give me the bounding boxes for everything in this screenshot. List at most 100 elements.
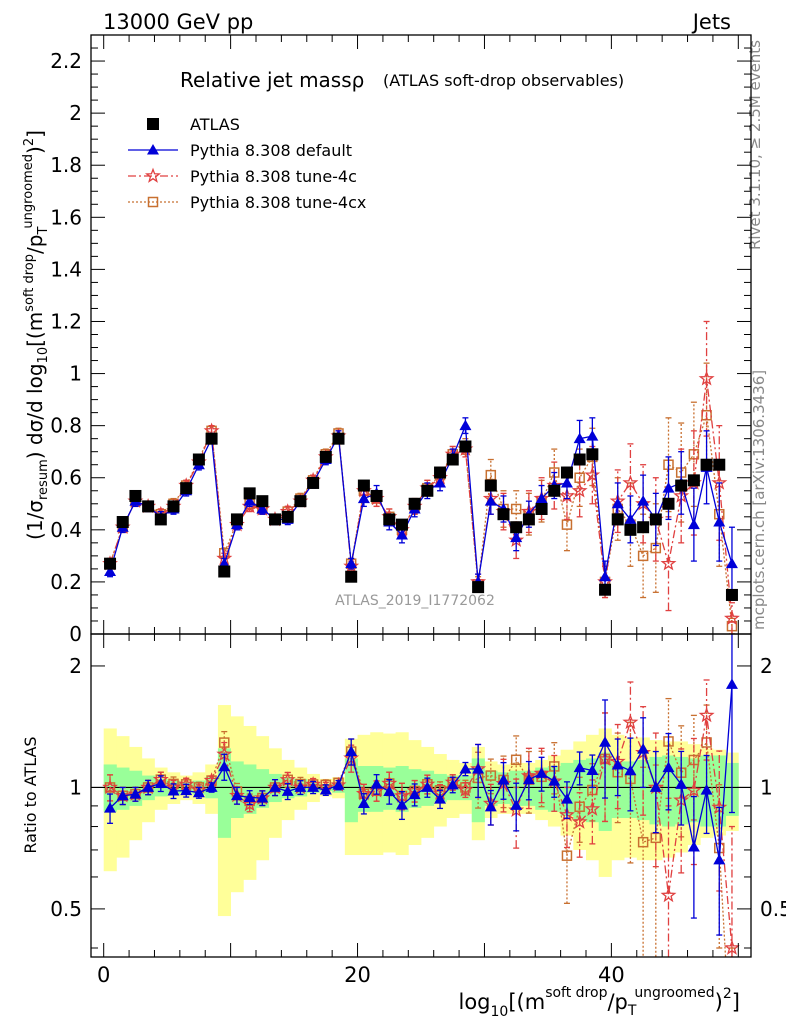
data-point <box>586 448 599 461</box>
data-point <box>713 458 726 471</box>
data-point <box>510 531 523 543</box>
data-point <box>662 497 675 510</box>
data-point <box>205 432 218 445</box>
data-point <box>472 581 485 594</box>
ratio-point <box>230 789 243 801</box>
data-point <box>345 557 358 569</box>
ratio-point <box>294 781 307 792</box>
ratio-point <box>724 939 740 955</box>
ratio-point <box>637 743 650 754</box>
ratio-point <box>573 761 586 773</box>
data-point <box>725 588 738 601</box>
ratio-point <box>560 793 573 804</box>
data-point <box>698 370 715 386</box>
ratio-point <box>622 713 639 730</box>
ratio-point <box>472 762 485 774</box>
ratio-y-tick-label-right: 1 <box>760 775 773 799</box>
y-tick-label: 0.2 <box>50 570 82 594</box>
data-point <box>599 570 612 582</box>
x-axis-label: log10[(msoft drop/pTungroomed)2] <box>459 985 741 1020</box>
data-point <box>624 523 637 536</box>
ratio-point <box>662 761 675 773</box>
data-point <box>243 487 256 500</box>
ratio-point <box>357 797 370 809</box>
ratio-point <box>571 813 588 829</box>
ratio-point <box>687 840 700 852</box>
data-point <box>484 479 497 492</box>
header-process: 13000 GeV pp <box>103 10 253 34</box>
legend-label: Pythia 8.308 default <box>190 141 352 160</box>
data-point <box>687 518 700 530</box>
data-point <box>560 466 573 479</box>
ratio-point <box>383 785 396 796</box>
data-point <box>307 476 320 489</box>
ratio-point <box>457 781 474 797</box>
ratio-point <box>535 767 548 778</box>
data-point <box>622 474 639 490</box>
data-point <box>624 513 637 524</box>
ratio-point <box>637 836 649 848</box>
ratio-point <box>446 778 459 790</box>
data-point <box>510 503 522 515</box>
legend-marker <box>147 144 159 155</box>
data-point <box>522 513 535 526</box>
data-point <box>395 529 408 540</box>
ratio-point <box>434 793 447 804</box>
data-point <box>408 497 421 510</box>
legend-label: Pythia 8.308 tune-4c <box>190 167 357 186</box>
data-point <box>510 521 523 534</box>
ratio-point <box>142 781 155 792</box>
chart-title: Relative jet massρ <box>180 68 364 92</box>
ratio-y-tick-label-right: 2 <box>760 654 773 678</box>
ratio-point <box>586 764 599 775</box>
y-tick-label: 2 <box>69 101 82 125</box>
data-point <box>459 440 472 453</box>
data-point <box>662 482 675 493</box>
data-point <box>167 500 180 513</box>
data-point <box>599 583 612 596</box>
x-tick-label: 40 <box>598 963 625 987</box>
ratio-point <box>713 853 726 865</box>
data-point <box>560 476 573 488</box>
ratio-point <box>104 802 117 813</box>
ratio-point <box>624 764 637 776</box>
ratio-series-pythia-8-308-default <box>104 634 738 936</box>
y-tick-label: 1.6 <box>50 205 82 229</box>
ratio-point <box>649 781 662 792</box>
ratio-point <box>345 745 358 757</box>
data-point <box>611 497 624 509</box>
data-point <box>142 500 155 513</box>
y-axis-label-ratio: Ratio to ATLAS <box>21 736 40 853</box>
series-atlas <box>104 432 738 601</box>
y-tick-label: 1.4 <box>50 257 82 281</box>
series-line <box>109 425 733 583</box>
data-point <box>269 513 282 526</box>
ratio-point <box>154 777 167 788</box>
x-tick-label: 20 <box>344 963 371 987</box>
ratio-panel-frame <box>90 633 752 958</box>
ratio-point <box>205 781 218 792</box>
ratio-point <box>243 791 256 802</box>
ratio-y-tick-label: 1 <box>69 775 82 799</box>
data-point <box>357 492 370 504</box>
data-point <box>584 466 601 482</box>
data-point <box>571 482 588 498</box>
data-point <box>484 495 497 506</box>
ratio-point <box>332 779 345 790</box>
data-point <box>357 479 370 492</box>
ratio-point <box>522 773 535 785</box>
ratio-point <box>584 800 601 816</box>
header-observable: Jets <box>691 10 731 34</box>
data-point <box>281 510 294 523</box>
data-point <box>256 502 269 514</box>
ratio-y-tick-label: 0.5 <box>50 897 82 921</box>
data-point <box>446 453 459 466</box>
ratio-point <box>698 707 715 723</box>
ratio-point <box>256 792 269 803</box>
legend-label: Pythia 8.308 tune-4cx <box>190 193 366 212</box>
ratio-series-line <box>109 715 733 949</box>
data-point <box>611 513 624 526</box>
ratio-point <box>279 771 296 787</box>
ratio-point <box>319 784 332 795</box>
